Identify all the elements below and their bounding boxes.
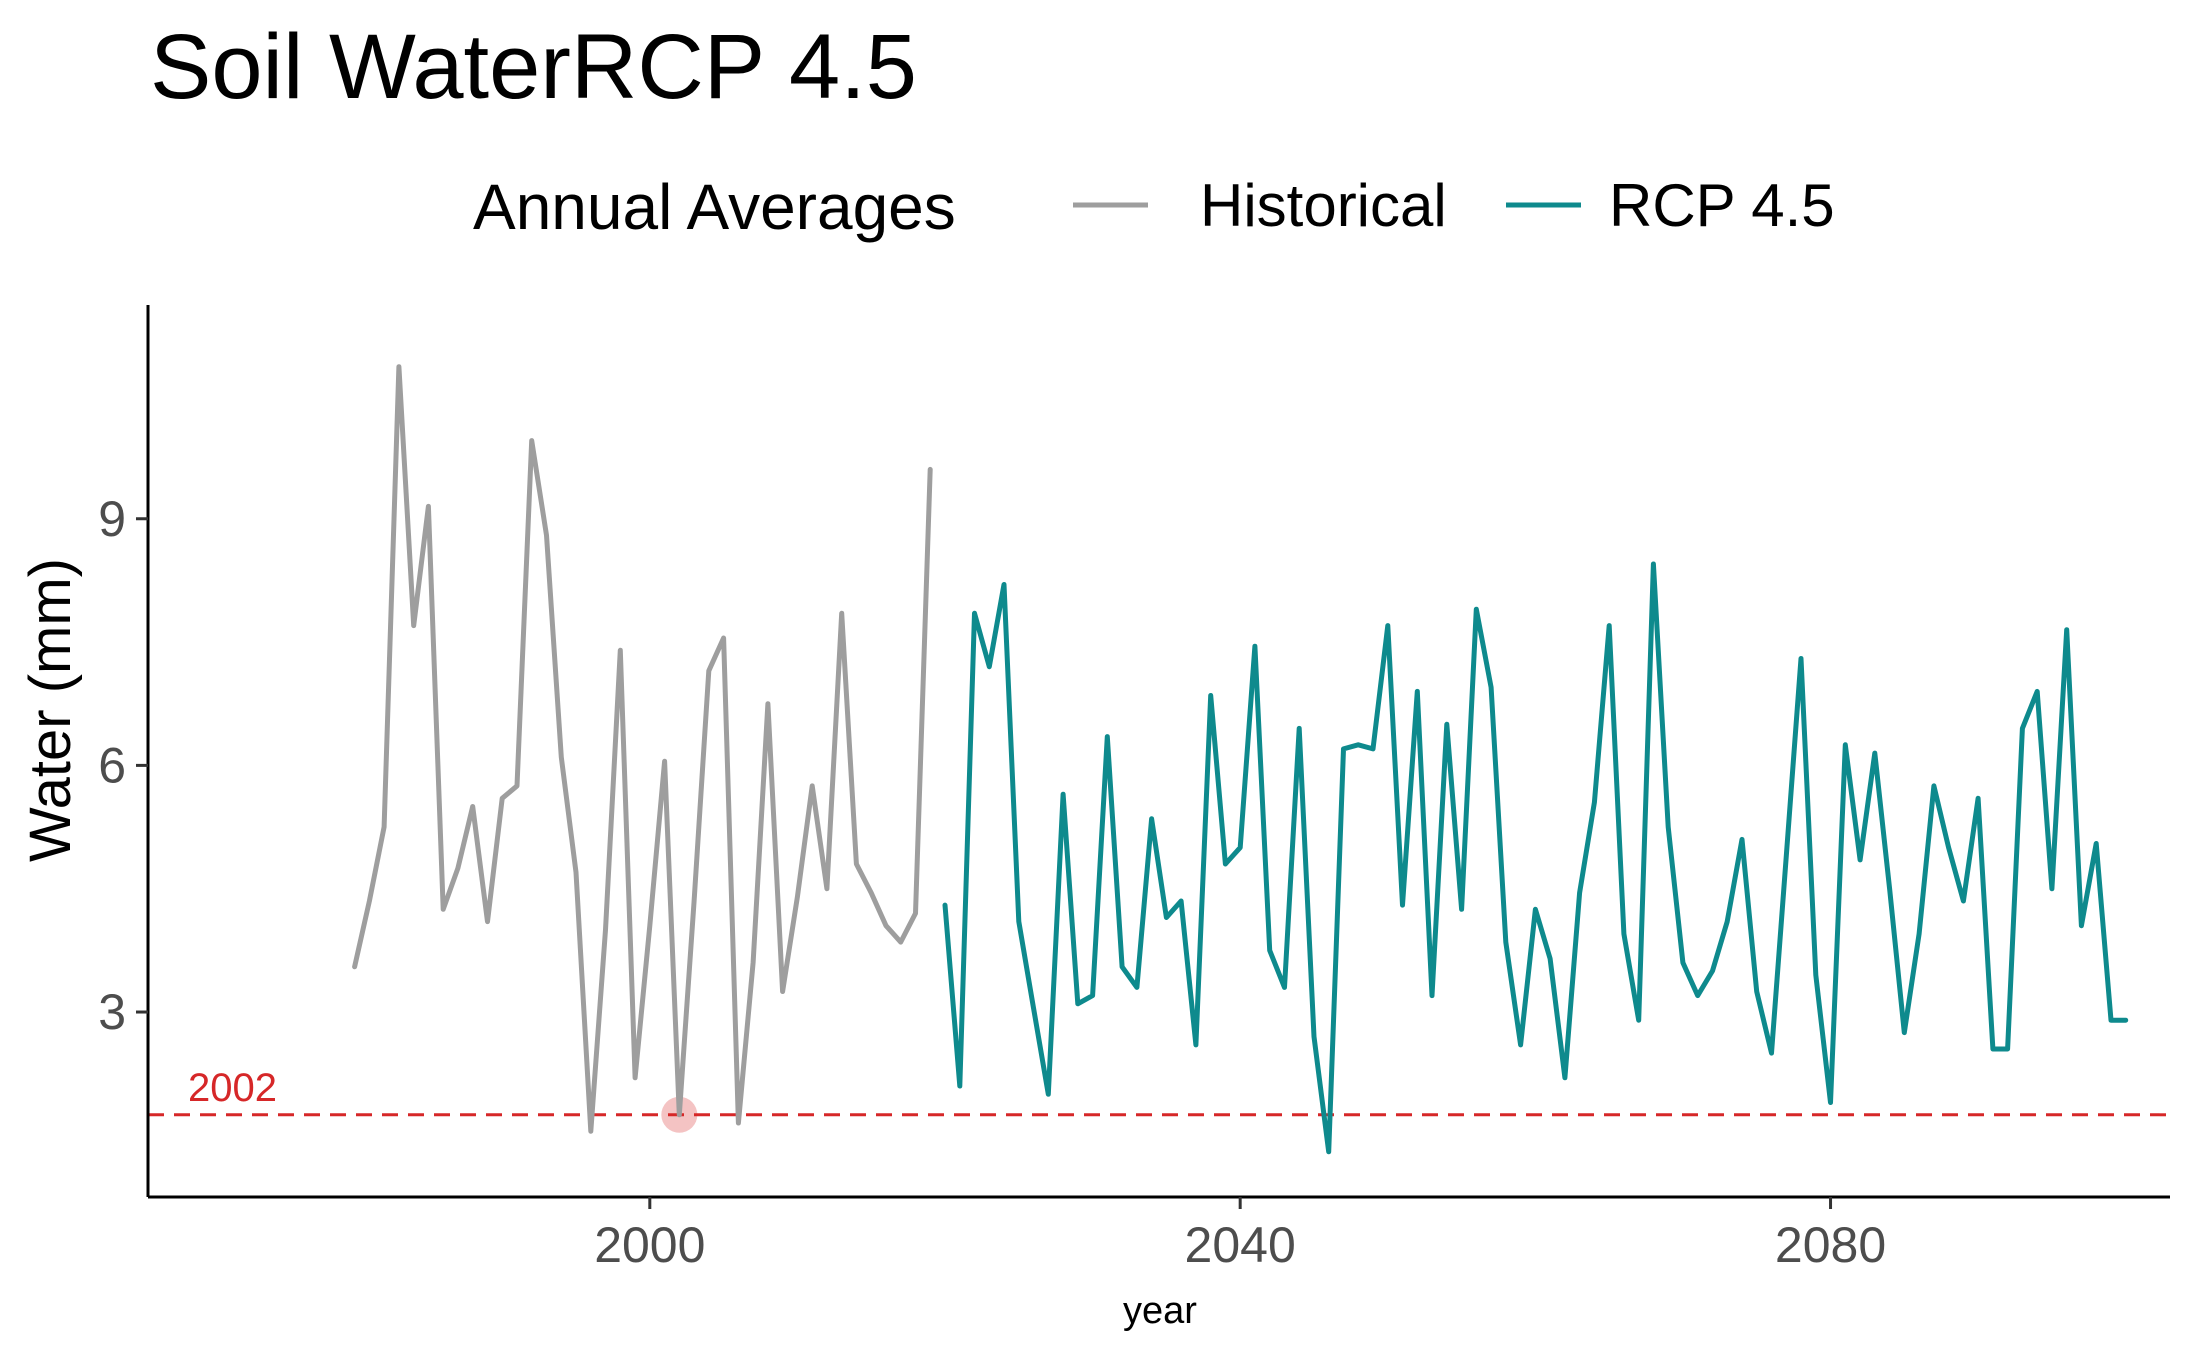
series-line-historical	[352, 364, 933, 1134]
x-axis-title: year	[1123, 1290, 1197, 1332]
legend: Annual Averages Historical RCP 4.5	[473, 171, 1835, 243]
legend-title: Annual Averages	[473, 171, 956, 243]
axes: 3 6 9 2000 2040 2080	[98, 305, 2170, 1273]
chart-title: Soil WaterRCP 4.5	[150, 16, 917, 118]
x-tick-label: 2080	[1775, 1217, 1886, 1273]
series-layer	[352, 364, 2129, 1155]
y-tick-label: 3	[98, 984, 126, 1040]
series-line-rcp45	[942, 561, 2129, 1155]
y-axis-title: Water (mm)	[18, 558, 83, 862]
legend-label-rcp45: RCP 4.5	[1609, 172, 1835, 239]
y-tick-label: 9	[98, 491, 126, 547]
legend-label-historical: Historical	[1200, 172, 1447, 239]
reference-layer: 2002	[148, 1066, 2170, 1133]
reference-line-label: 2002	[188, 1066, 277, 1110]
x-tick-label: 2040	[1185, 1217, 1296, 1273]
x-tick-label: 2000	[594, 1217, 705, 1273]
y-tick-label: 6	[98, 737, 126, 793]
